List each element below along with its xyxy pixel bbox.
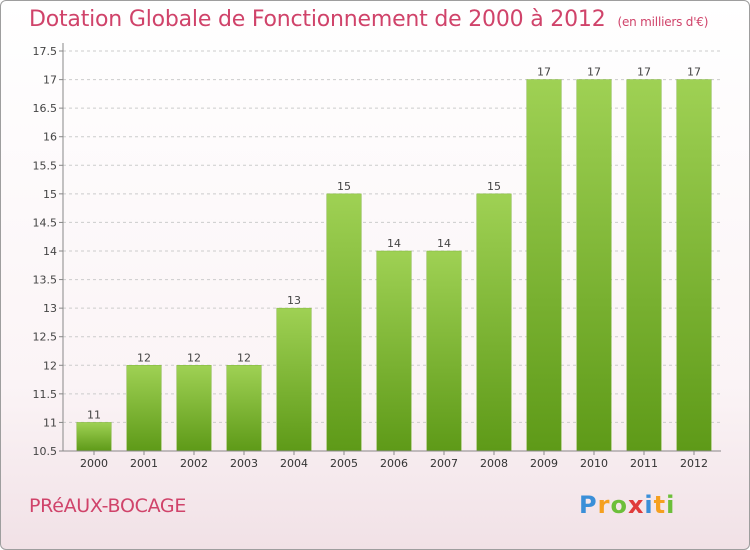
y-tick-label: 12.5: [33, 331, 58, 344]
bar: [176, 365, 212, 452]
bar: [526, 79, 562, 452]
bar-value-label: 12: [137, 351, 151, 364]
x-tick-label: 2011: [630, 457, 658, 470]
logo-letter: t: [653, 491, 667, 519]
y-tick-label: 17: [43, 74, 57, 87]
y-tick-label: 16: [43, 131, 57, 144]
logo-letter: r: [597, 491, 611, 519]
chart-title-text: Dotation Globale de Fonctionnement de 20…: [29, 7, 606, 32]
bar-value-label: 17: [587, 66, 601, 79]
y-tick-label: 10.5: [33, 445, 58, 458]
logo-letter: i: [644, 491, 654, 519]
x-tick-label: 2005: [330, 457, 358, 470]
bar-value-label: 15: [337, 180, 351, 193]
bar-value-label: 17: [687, 66, 701, 79]
labels: 11 2000 12 2001 12 2002 12 2003 13 2004 15 2005 14 20…: [80, 66, 708, 470]
bar: [626, 79, 662, 452]
x-tick-label: 2007: [430, 457, 458, 470]
x-tick-label: 2012: [680, 457, 708, 470]
bar: [576, 79, 612, 452]
x-tick-label: 2000: [80, 457, 108, 470]
bar-value-label: 17: [637, 66, 651, 79]
bar: [376, 250, 412, 452]
y-tick-label: 15.5: [33, 159, 58, 172]
bar-value-label: 17: [537, 66, 551, 79]
x-tick-label: 2006: [380, 457, 408, 470]
bar-value-label: 11: [87, 408, 101, 421]
bar: [226, 365, 262, 452]
y-tick-label: 16.5: [33, 102, 58, 115]
y-tick-label: 15: [43, 188, 57, 201]
logo-letter: i: [666, 491, 676, 519]
x-tick-label: 2004: [280, 457, 308, 470]
bars: [76, 79, 712, 452]
bar-value-label: 14: [387, 237, 401, 250]
y-tick-label: 14.5: [33, 216, 58, 229]
bar: [676, 79, 712, 452]
x-tick-label: 2002: [180, 457, 208, 470]
chart-title: Dotation Globale de Fonctionnement de 20…: [29, 7, 708, 32]
bar: [476, 193, 512, 452]
bar-value-label: 13: [287, 294, 301, 307]
y-tick-label: 11: [43, 416, 57, 429]
y-tick-label: 14: [43, 245, 57, 258]
x-tick-label: 2003: [230, 457, 258, 470]
bar: [426, 250, 462, 452]
proxiti-logo[interactable]: Proxiti: [579, 491, 675, 519]
bar: [276, 307, 312, 452]
x-tick-label: 2009: [530, 457, 558, 470]
y-tick-label: 13: [43, 302, 57, 315]
x-tick-label: 2008: [480, 457, 508, 470]
bar: [326, 193, 362, 452]
chart-subtitle: (en milliers d'€): [617, 15, 709, 29]
x-tick-label: 2010: [580, 457, 608, 470]
bar-value-label: 14: [437, 237, 451, 250]
y-tick-label: 12: [43, 359, 57, 372]
logo-letter: o: [610, 491, 628, 519]
x-tick-label: 2001: [130, 457, 158, 470]
bar-value-label: 12: [237, 351, 251, 364]
bar-value-label: 12: [187, 351, 201, 364]
y-tick-label: 17.5: [33, 45, 58, 58]
logo-letter: P: [579, 491, 598, 519]
bar-value-label: 15: [487, 180, 501, 193]
commune-name: PRéAUX-BOCAGE: [29, 495, 187, 517]
axes: 10.5 11 11.5 12 12.5 13 13.5 14 14.5 15 15.5 16 16.5…: [33, 43, 721, 458]
bar: [126, 365, 162, 452]
logo-letter: x: [627, 491, 645, 519]
bar: [76, 422, 112, 452]
y-tick-label: 11.5: [33, 388, 58, 401]
y-tick-label: 13.5: [33, 274, 58, 287]
